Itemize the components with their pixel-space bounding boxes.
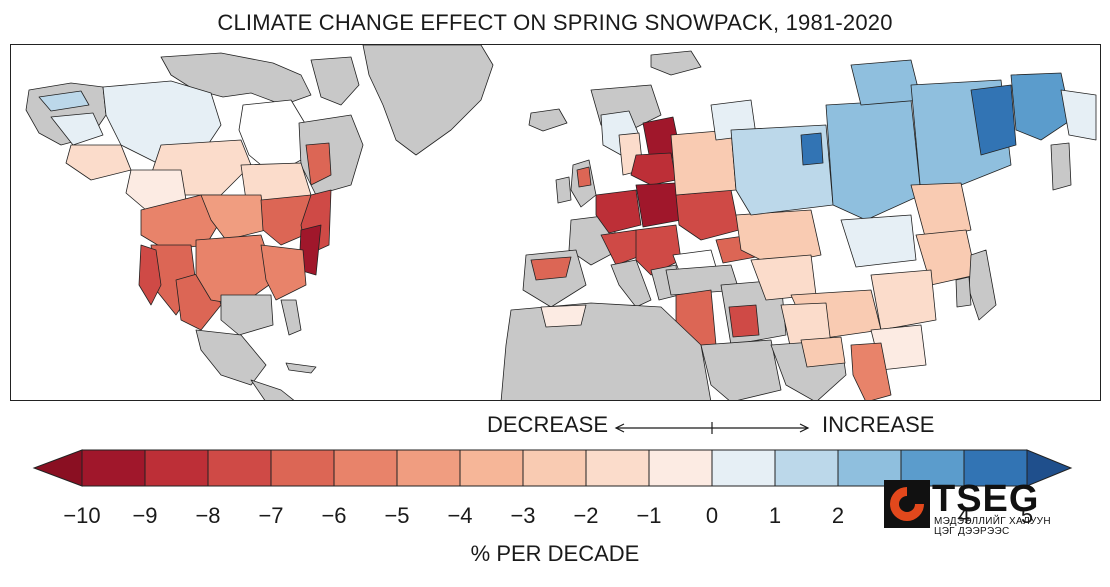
region-florida bbox=[280, 299, 302, 336]
region-poland bbox=[635, 182, 682, 228]
colorbar-under-triangle bbox=[32, 449, 83, 487]
colorbar-bin bbox=[522, 449, 587, 487]
logo-name: TSEG bbox=[932, 478, 1040, 520]
region-alaska-south bbox=[50, 112, 104, 146]
colorbar-bin bbox=[270, 449, 335, 487]
region-canada-nw-2 bbox=[65, 144, 132, 181]
region-arctic-islands-2 bbox=[310, 56, 360, 106]
region-mongolia bbox=[840, 214, 917, 268]
tseg-logo: TSEG МЭДЭЭЛЛИЙГ ХАЛУУН ЦЭГ ДЭЭРЭЭС bbox=[882, 478, 1062, 537]
region-southeast-asia bbox=[850, 342, 892, 400]
region-svalbard bbox=[650, 50, 702, 76]
colorbar-tick-label: −1 bbox=[636, 503, 662, 528]
colorbar-bin bbox=[333, 449, 398, 487]
region-greenland bbox=[362, 45, 494, 156]
region-zagros bbox=[728, 304, 760, 338]
region-us-north-central bbox=[200, 194, 267, 241]
logo-mark-icon bbox=[884, 480, 930, 528]
chart-title: CLIMATE CHANGE EFFECT ON SPRING SNOWPACK… bbox=[217, 10, 893, 35]
colorbar-tick-label: 2 bbox=[831, 503, 845, 528]
colorbar-bin bbox=[648, 449, 713, 487]
colorbar-tick-label: 0 bbox=[705, 503, 719, 528]
region-baltic bbox=[630, 152, 677, 186]
colorbar-bin bbox=[585, 449, 650, 487]
region-us-california bbox=[138, 244, 162, 306]
region-korea bbox=[955, 276, 972, 308]
colorbar-tick-label: −2 bbox=[573, 503, 599, 528]
region-iberia-north bbox=[530, 256, 572, 281]
region-iceland bbox=[528, 108, 568, 132]
map-svg bbox=[25, 45, 1097, 400]
colorbar-bin bbox=[459, 449, 524, 487]
region-atlas bbox=[540, 304, 587, 328]
colorbar-bin bbox=[81, 449, 146, 487]
colorbar-bin bbox=[774, 449, 839, 487]
region-kamchatka bbox=[1050, 142, 1072, 191]
region-siberia-dark bbox=[800, 132, 824, 166]
region-ireland bbox=[555, 176, 572, 204]
region-chukotka bbox=[1060, 89, 1097, 141]
region-us-southeast bbox=[260, 244, 307, 301]
logo-subtitle-2: ЦЭГ ДЭЭРЭЭС bbox=[934, 526, 1010, 537]
region-uk-north bbox=[576, 166, 592, 188]
colorbar-over-triangle bbox=[1026, 449, 1073, 487]
region-russia-west bbox=[670, 129, 737, 196]
region-quebec bbox=[305, 142, 332, 186]
direction-arrow bbox=[614, 422, 810, 434]
region-ganges bbox=[800, 336, 846, 368]
region-amur bbox=[910, 182, 972, 241]
region-lena bbox=[970, 84, 1017, 156]
colorbar-bin bbox=[144, 449, 209, 487]
region-north-africa bbox=[500, 302, 712, 400]
logo-subtitle-1: МЭДЭЭЛЛИЙГ ХАЛУУН bbox=[934, 516, 1051, 527]
colorbar-tick-label: −3 bbox=[510, 503, 536, 528]
decrease-label: DECREASE bbox=[487, 412, 609, 437]
colorbar-tick-label: −4 bbox=[447, 503, 473, 528]
colorbar-tick-label: −8 bbox=[195, 503, 221, 528]
colorbar-tick-label: 4 bbox=[957, 503, 971, 528]
region-mexico bbox=[195, 329, 267, 386]
region-japan bbox=[968, 249, 997, 321]
colorbar-bin bbox=[207, 449, 272, 487]
region-italy bbox=[610, 259, 652, 308]
region-china-central bbox=[870, 269, 937, 331]
region-germany bbox=[595, 189, 642, 234]
region-kolyma bbox=[1010, 72, 1072, 141]
region-central-siberia bbox=[825, 99, 922, 221]
region-taimyr bbox=[850, 59, 922, 106]
colorbar-tick-label: −10 bbox=[63, 503, 101, 528]
colorbar-tick-label: −7 bbox=[258, 503, 284, 528]
region-alaska-north bbox=[38, 90, 90, 112]
colorbar-bin bbox=[963, 449, 1028, 487]
region-us-south bbox=[220, 294, 274, 336]
colorbar-tick-label: 1 bbox=[768, 503, 782, 528]
colorbar-tick-label: 5 bbox=[1020, 503, 1034, 528]
colorbar bbox=[32, 449, 1073, 487]
colorbar-tick-label: −6 bbox=[321, 503, 347, 528]
region-caribbean bbox=[285, 362, 317, 374]
region-central-america bbox=[250, 379, 295, 400]
colorbar-tick-label: −5 bbox=[384, 503, 410, 528]
region-ukraine bbox=[675, 189, 740, 241]
unit-label: % PER DECADE bbox=[470, 541, 640, 566]
colorbar-tick-label: −9 bbox=[132, 503, 158, 528]
colorbar-bin bbox=[711, 449, 776, 487]
world-map bbox=[10, 44, 1101, 401]
region-arabia bbox=[700, 339, 782, 400]
colorbar-bin bbox=[396, 449, 461, 487]
increase-label: INCREASE bbox=[822, 412, 935, 437]
